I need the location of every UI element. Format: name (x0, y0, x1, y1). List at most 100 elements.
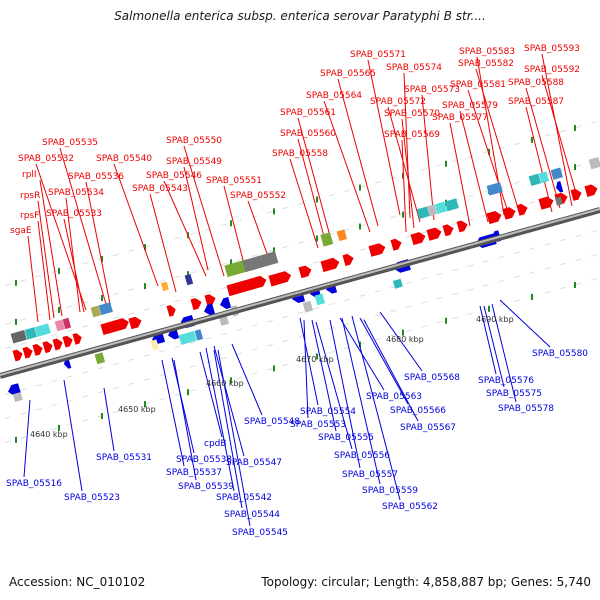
forward-gene-arrow (100, 318, 129, 336)
minor-tick-mark (273, 247, 275, 254)
forward-gene-arrow (128, 316, 142, 330)
minor-tick-mark (574, 282, 576, 289)
reverse-leader-line (315, 321, 353, 450)
reverse-gene-label: cpdB (204, 439, 227, 449)
minor-tick-mark (402, 211, 404, 218)
minor-tick-mark (574, 164, 576, 171)
reverse-leader-line (483, 305, 505, 388)
minor-tick-mark (359, 184, 361, 191)
reverse-gene-label: SPAB_05547 (226, 458, 282, 468)
forward-gene-arrow (268, 271, 292, 287)
reverse-leader-line (173, 359, 197, 481)
axis-tick-label: 4680 kbp (386, 335, 424, 344)
feature-block (34, 323, 51, 337)
reverse-gene-label: SPAB_05568 (404, 373, 460, 383)
forward-gene-label: SPAB_05592 (524, 65, 580, 75)
forward-gene-arrow (226, 275, 267, 297)
minor-tick-mark (316, 235, 318, 242)
feature-block (160, 281, 169, 291)
minor-tick-mark (273, 208, 275, 215)
forward-gene-label: SPAB_05534 (48, 188, 104, 198)
minor-tick-mark (445, 317, 447, 324)
reverse-gene-label: SPAB_05548 (244, 417, 300, 427)
feature-block (416, 206, 431, 220)
forward-leader-line (183, 166, 209, 271)
forward-gene-label: SPAB_05581 (450, 80, 506, 90)
reverse-gene-arrow (204, 303, 216, 316)
feature-block (150, 339, 160, 351)
reverse-leader-line (311, 319, 337, 432)
feature-block (178, 330, 197, 345)
forward-gene-label: SPAB_05543 (132, 184, 188, 194)
forward-leader-line (401, 139, 407, 233)
forward-leader-line (65, 197, 81, 313)
forward-gene-arrow (72, 333, 82, 345)
feature-block (392, 278, 403, 289)
axis-tick-label: 4640 kbp (30, 430, 68, 439)
feature-block (184, 274, 194, 286)
backbone (0, 207, 600, 379)
forward-gene-label: SPAB_05558 (272, 149, 328, 159)
feature-block (94, 352, 106, 365)
minor-tick-mark (402, 172, 404, 179)
reverse-gene-label: SPAB_05545 (232, 528, 288, 538)
forward-gene-label: SPAB_05533 (46, 209, 102, 219)
forward-gene-arrow (410, 232, 426, 246)
forward-gene-label: rpsR (20, 191, 40, 201)
forward-leader-line (421, 94, 435, 221)
forward-leader-line (459, 110, 489, 223)
feature-block (426, 204, 438, 217)
forward-leader-line (541, 53, 573, 207)
reverse-gene-label: SPAB_05575 (486, 389, 542, 399)
reverse-gene-arrow (556, 181, 564, 193)
reverse-gene-label: SPAB_05562 (382, 502, 438, 512)
feature-block (224, 260, 247, 278)
forward-gene-label: SPAB_05532 (18, 154, 74, 164)
forward-gene-arrow (320, 257, 340, 273)
feature-block (194, 329, 204, 341)
reverse-gene-label: SPAB_05537 (166, 468, 222, 478)
reverse-gene-label: SPAB_05556 (334, 451, 390, 461)
forward-leader-line (541, 74, 579, 201)
forward-gene-arrow (52, 338, 63, 351)
forward-gene-label: SPAB_05582 (458, 59, 514, 69)
reverse-gene-label: SPAB_05580 (532, 349, 588, 359)
feature-block (320, 232, 334, 247)
reverse-leader-line (329, 319, 361, 469)
forward-gene-arrow (456, 220, 468, 233)
forward-gene-label: SPAB_05551 (206, 176, 262, 186)
minor-tick-mark (15, 279, 17, 286)
reverse-gene-label: SPAB_05523 (64, 493, 120, 503)
forward-leader-line (475, 68, 521, 216)
gene-labels: SPAB_05571 SPAB_05583 SPAB_05593 SPAB_05574… (6, 44, 588, 538)
forward-gene-arrow (22, 346, 33, 359)
minor-tick-mark (101, 256, 103, 263)
forward-gene-label: SPAB_05588 (508, 78, 564, 88)
forward-gene-arrow (62, 335, 73, 348)
minor-tick-mark (273, 365, 275, 372)
forward-gene-label: SPAB_05536 (68, 172, 124, 182)
feature-block (54, 319, 66, 332)
forward-gene-label: SPAB_05573 (404, 85, 460, 95)
forward-gene-label: SPAB_05549 (166, 157, 222, 167)
reverse-gene-label: SPAB_05531 (96, 453, 152, 463)
forward-gene-label: rpsF (20, 211, 39, 221)
minor-tick-mark (445, 160, 447, 167)
feature-block (538, 171, 550, 184)
reverse-leader-line (479, 305, 497, 375)
reverse-leader-line (363, 319, 419, 422)
reverse-leader-line (217, 349, 251, 527)
minor-tick-mark (531, 136, 533, 143)
reverse-gene-label: SPAB_05563 (366, 392, 422, 402)
forward-leader-line (223, 185, 245, 265)
forward-gene-label: SPAB_05593 (524, 44, 580, 54)
minor-tick-mark (187, 271, 189, 278)
reverse-gene-label: SPAB_05566 (390, 406, 446, 416)
forward-gene-label: SPAB_05571 (350, 50, 406, 60)
forward-leader-line (39, 179, 63, 317)
feature-block (98, 302, 113, 316)
forward-gene-label: SPAB_05564 (306, 91, 362, 101)
forward-gene-label: SPAB_05579 (442, 101, 498, 111)
minor-tick-mark (574, 125, 576, 132)
feature-block (486, 182, 503, 196)
